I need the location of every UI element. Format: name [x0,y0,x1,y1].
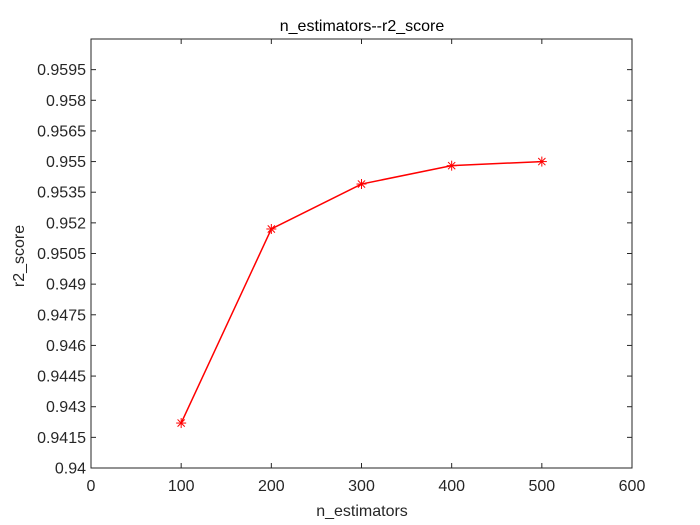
data-point-marker [356,179,367,190]
data-point-marker [266,223,277,234]
x-tick-label: 400 [438,478,465,495]
data-point-marker [536,156,547,167]
x-axis-label: n_estimators [316,503,408,520]
y-tick-label: 0.9595 [37,62,86,79]
chart-title: n_estimators--r2_score [280,18,445,35]
x-tick-label: 100 [168,478,195,495]
series-line [180,160,542,424]
x-tick-label: 0 [87,478,96,495]
x-tick-label: 500 [528,478,555,495]
y-tick-label: 0.952 [46,215,86,232]
y-tick-label: 0.9445 [37,369,86,386]
x-tick-label: 600 [619,478,646,495]
y-tick-label: 0.9475 [37,307,86,324]
y-tick-label: 0.955 [46,154,86,171]
y-axis-label: r2_score [11,225,28,287]
y-tick-label: 0.949 [46,277,86,294]
y-tick-label: 0.946 [46,338,86,355]
y-tick-label: 0.9415 [37,430,86,447]
y-tick-label: 0.94 [55,461,86,478]
y-tick-label: 0.9535 [37,185,86,202]
x-tick-label: 200 [258,478,285,495]
plot-frame [90,38,633,469]
data-point-marker [176,418,187,429]
data-point-marker [446,160,457,171]
plot-area: 0 100 200 300 400 500 600 0.94 0.9415 0.943 0.9445… [37,38,646,495]
y-tick-label: 0.958 [46,93,86,110]
y-tick-label: 0.9565 [37,123,86,140]
y-tick-label: 0.943 [46,399,86,416]
x-tick-label: 300 [348,478,375,495]
y-tick-label: 0.9505 [37,246,86,263]
